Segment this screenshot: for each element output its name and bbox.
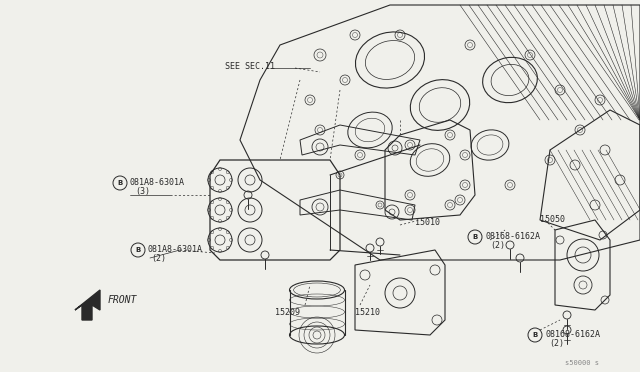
Polygon shape: [75, 290, 100, 320]
Text: 081A8-6301A: 081A8-6301A: [130, 178, 185, 187]
Text: B: B: [472, 234, 477, 240]
Text: (3): (3): [135, 187, 150, 196]
Text: 08168-6162A: 08168-6162A: [545, 330, 600, 339]
Text: B: B: [136, 247, 141, 253]
Text: B: B: [117, 180, 123, 186]
Text: (2): (2): [549, 339, 564, 348]
Text: 15050: 15050: [540, 215, 565, 224]
Text: B: B: [532, 332, 538, 338]
Text: 08168-6162A: 08168-6162A: [485, 232, 540, 241]
Text: 15210: 15210: [355, 308, 380, 317]
Text: (2): (2): [151, 254, 166, 263]
Text: s50000 s: s50000 s: [565, 360, 599, 366]
Text: 15010: 15010: [415, 218, 440, 227]
Text: 15209: 15209: [275, 308, 300, 317]
Text: FRONT: FRONT: [108, 295, 138, 305]
Text: (2): (2): [490, 241, 505, 250]
Text: SEE SEC.11: SEE SEC.11: [225, 62, 275, 71]
Text: 081A8-6301A: 081A8-6301A: [148, 245, 203, 254]
